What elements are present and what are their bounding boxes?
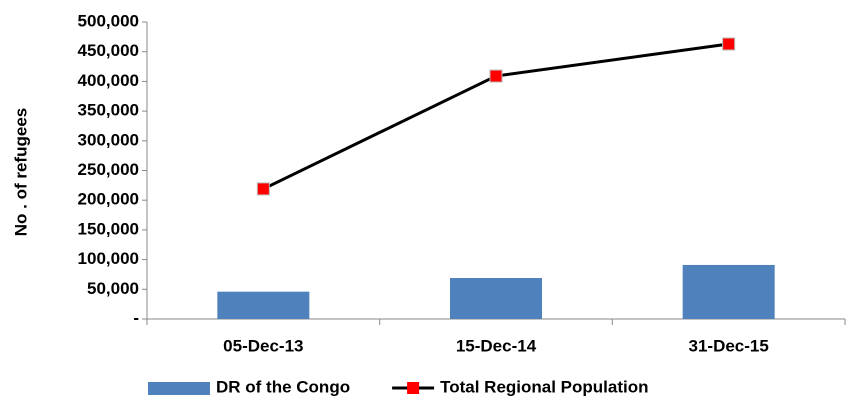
y-axis-label: No . of refugees xyxy=(11,108,30,236)
x-tick-label: 15-Dec-14 xyxy=(456,336,537,355)
bar xyxy=(450,278,542,319)
y-tick-label: - xyxy=(133,308,139,327)
legend-marker xyxy=(407,382,420,394)
y-tick-label: 50,000 xyxy=(87,279,139,298)
y-tick-label: 200,000 xyxy=(78,190,139,209)
legend-label: Total Regional Population xyxy=(440,377,648,396)
marker xyxy=(489,69,503,83)
y-tick-label: 450,000 xyxy=(78,41,139,60)
line xyxy=(262,42,729,191)
y-tick-label: 250,000 xyxy=(78,160,139,179)
x-tick-label: 31-Dec-15 xyxy=(689,336,769,355)
marker xyxy=(256,182,270,196)
x-tick-label: 05-Dec-13 xyxy=(223,336,303,355)
marker xyxy=(722,37,736,51)
legend-label: DR of the Congo xyxy=(216,377,350,396)
y-tick-label: 500,000 xyxy=(78,11,139,30)
bar xyxy=(682,264,775,319)
y-tick-label: 400,000 xyxy=(78,71,139,90)
y-tick-label: 350,000 xyxy=(78,101,139,120)
bar xyxy=(217,291,310,319)
y-tick-label: 300,000 xyxy=(78,130,139,149)
y-tick-label: 150,000 xyxy=(78,219,139,238)
y-tick-label: 100,000 xyxy=(78,249,139,268)
legend-swatch xyxy=(148,382,210,395)
